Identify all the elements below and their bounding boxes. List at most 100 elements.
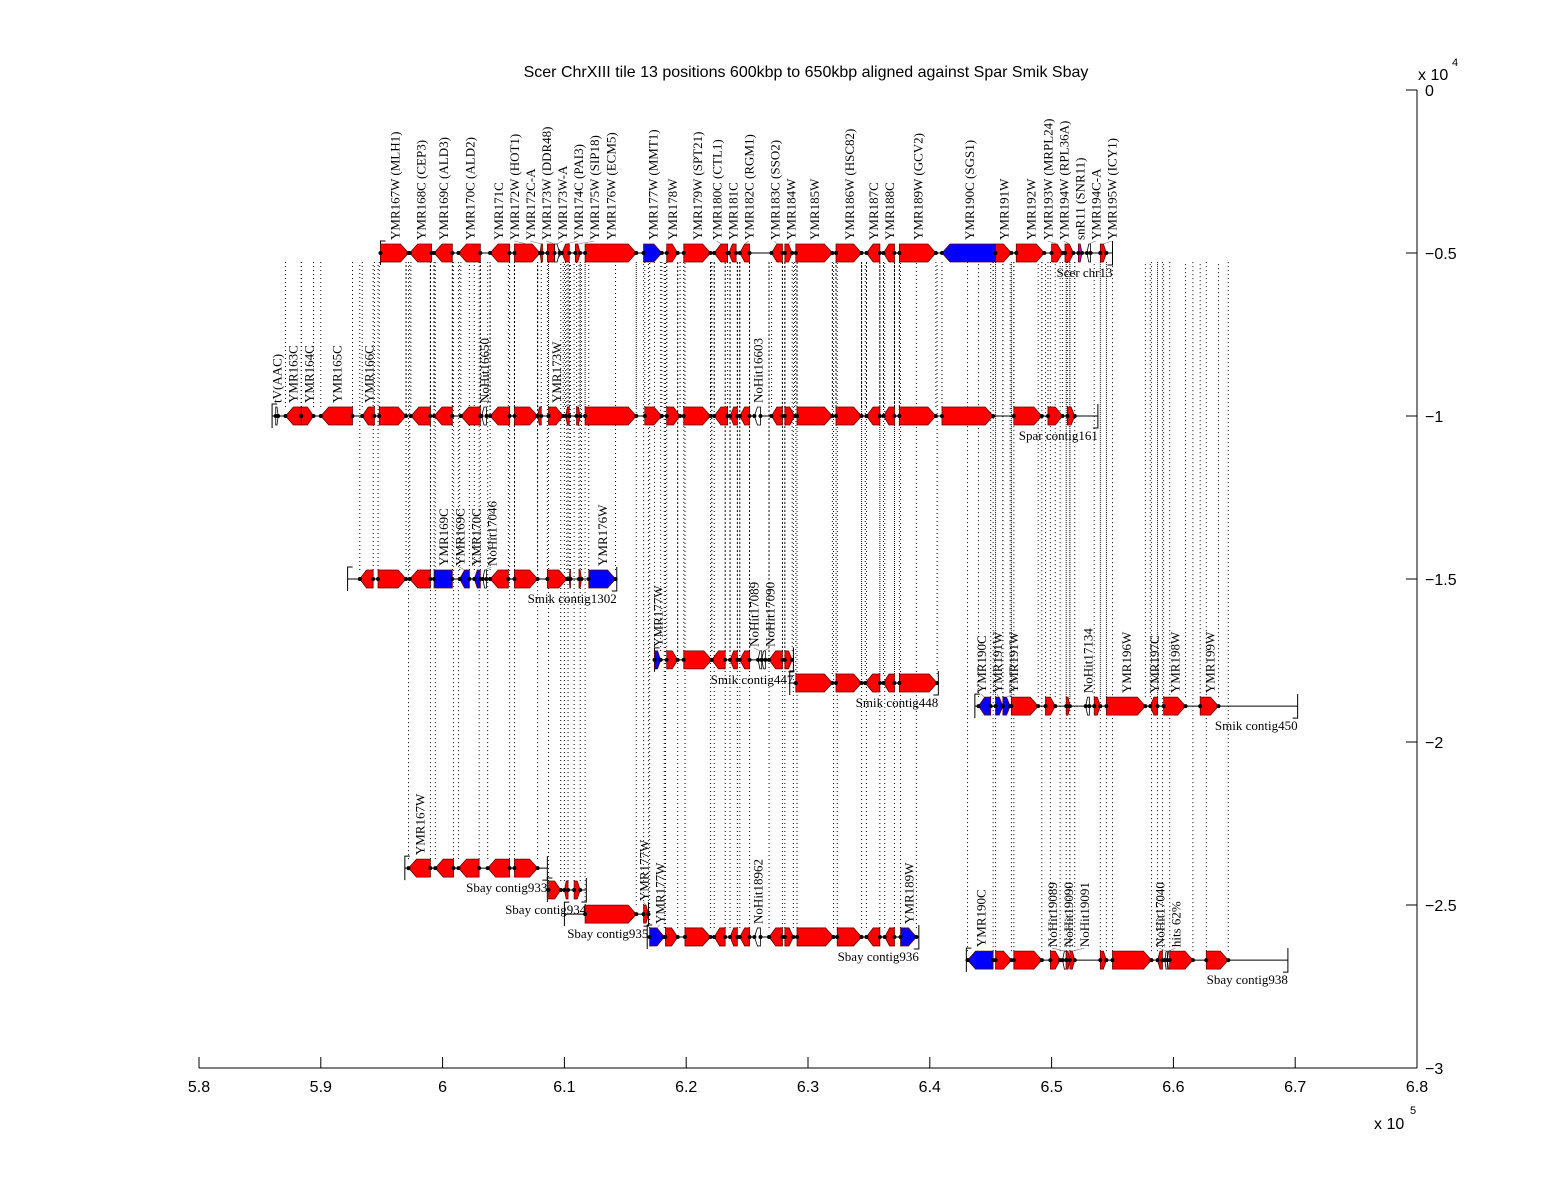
gene-label: YMR177W (636, 839, 651, 901)
gene-arrow (1163, 696, 1187, 716)
gene-start-marker (573, 251, 578, 255)
gene-arrow (377, 569, 407, 589)
label-leader-line (996, 693, 1000, 698)
gene-label: YMR190C (974, 635, 989, 693)
gene-start-marker (993, 704, 998, 709)
gene-start-marker (728, 934, 733, 939)
gene-start-marker (480, 577, 485, 581)
gene-start-marker (993, 251, 998, 255)
gene-start-marker (360, 414, 365, 418)
gene-start-marker (864, 414, 869, 418)
gene-start-marker (1198, 704, 1203, 709)
gene-start-marker (488, 577, 493, 581)
gene-start-marker (737, 657, 742, 662)
gene-label: NoHit16650 (477, 338, 492, 403)
gene-label: hits 62% (1168, 901, 1183, 947)
gene-end-marker (507, 414, 512, 418)
gene-start-marker (1043, 704, 1048, 709)
gene-arrow (361, 406, 375, 426)
gene-start-marker (433, 866, 438, 871)
gene-start-marker (897, 251, 902, 255)
gene-arrow (784, 406, 796, 426)
gene-start-marker (681, 414, 686, 418)
track-sbay-contig933: Sbay contig933 (404, 855, 548, 895)
gene-arrow (883, 673, 895, 693)
gene-end-marker (540, 251, 545, 255)
gene-start-marker (1098, 251, 1103, 255)
gene-arrow (1149, 696, 1158, 716)
gene-start-marker (737, 414, 742, 418)
gene-arrow (1205, 950, 1229, 970)
gene-arrow (1099, 243, 1107, 263)
track-end-bracket (1292, 694, 1299, 719)
gene-arrow (460, 406, 481, 426)
gene-label: tV(AAC) (270, 354, 285, 403)
gene-end-marker (428, 414, 433, 418)
track-smik-contig448: Smik contig448 (789, 670, 940, 710)
gene-start-marker (1148, 704, 1153, 709)
gene-start-marker (835, 934, 840, 939)
gene-arrow (573, 880, 581, 900)
track-end-bracket (611, 567, 618, 592)
gene-arrow (666, 650, 679, 670)
label-leader-line (546, 240, 555, 245)
gene-start-marker (881, 680, 886, 685)
gene-label: YMR196W (1119, 631, 1134, 693)
gene-end-marker (1080, 251, 1085, 255)
gene-end-marker (790, 251, 795, 255)
gene-end-marker (506, 577, 511, 581)
label-leader-line (565, 240, 579, 245)
gene-end-marker (790, 657, 795, 662)
gene-start-marker (641, 912, 646, 917)
gene-end-marker (404, 414, 409, 418)
gene-start-marker (728, 657, 733, 662)
gene-end-marker (1149, 958, 1154, 963)
gene-start-marker (1204, 958, 1209, 963)
gene-end-marker (1039, 958, 1044, 963)
gene-label: YMR181C (726, 182, 741, 240)
gene-arrow (1199, 696, 1220, 716)
gene-label: YMR173W (DDR48) (539, 126, 554, 240)
x-tick-label: 6 (438, 1079, 447, 1096)
gene-label: YMR189W (GCV2) (911, 133, 926, 240)
gene-start-marker (1011, 958, 1016, 963)
gene-arrow (1047, 406, 1064, 426)
track-start-bracket (965, 947, 972, 973)
gene-arrow (836, 927, 863, 947)
gene-start-marker (1000, 704, 1005, 709)
gene-end-marker (404, 577, 409, 581)
track-label: Sbay contig933 (466, 880, 547, 895)
gene-arrow (1015, 243, 1045, 263)
gene-start-marker (664, 414, 669, 418)
gene-end-marker (578, 414, 583, 418)
gene-label: NoHit17046 (484, 501, 499, 566)
gene-end-marker (877, 934, 882, 939)
label-leader-line (1168, 947, 1176, 952)
gene-start-marker (663, 934, 668, 939)
gene-end-marker (678, 414, 683, 418)
gene-start-marker (572, 888, 577, 893)
gene-start-marker (939, 414, 944, 418)
gene-arrow (1049, 950, 1061, 970)
gene-end-marker (859, 934, 864, 939)
gene-label: NoHit19091 (1077, 882, 1092, 947)
label-leader-line (484, 566, 492, 571)
label-leader-line (774, 240, 778, 245)
gene-end-marker (830, 680, 835, 685)
gene-arrow (514, 406, 539, 426)
gene-start-marker (726, 251, 731, 255)
x-axis-exponent: 5 (1410, 1105, 1416, 1117)
gene-label: NoHit17134 (1081, 628, 1096, 694)
gene-arrow (795, 673, 833, 693)
gene-end-marker (507, 251, 512, 255)
gene-start-marker (881, 414, 886, 418)
x-tick-label: 6.1 (553, 1079, 575, 1096)
gene-arrow (770, 243, 783, 263)
gene-end-marker (758, 934, 763, 939)
gene-start-marker (641, 251, 646, 255)
gene-start-marker (535, 414, 540, 418)
gene-label: YMR168C (CEP3) (414, 140, 429, 240)
gene-label: YMR189W (901, 862, 916, 924)
gene-end-marker (723, 657, 728, 662)
gene-end-marker (877, 414, 882, 418)
